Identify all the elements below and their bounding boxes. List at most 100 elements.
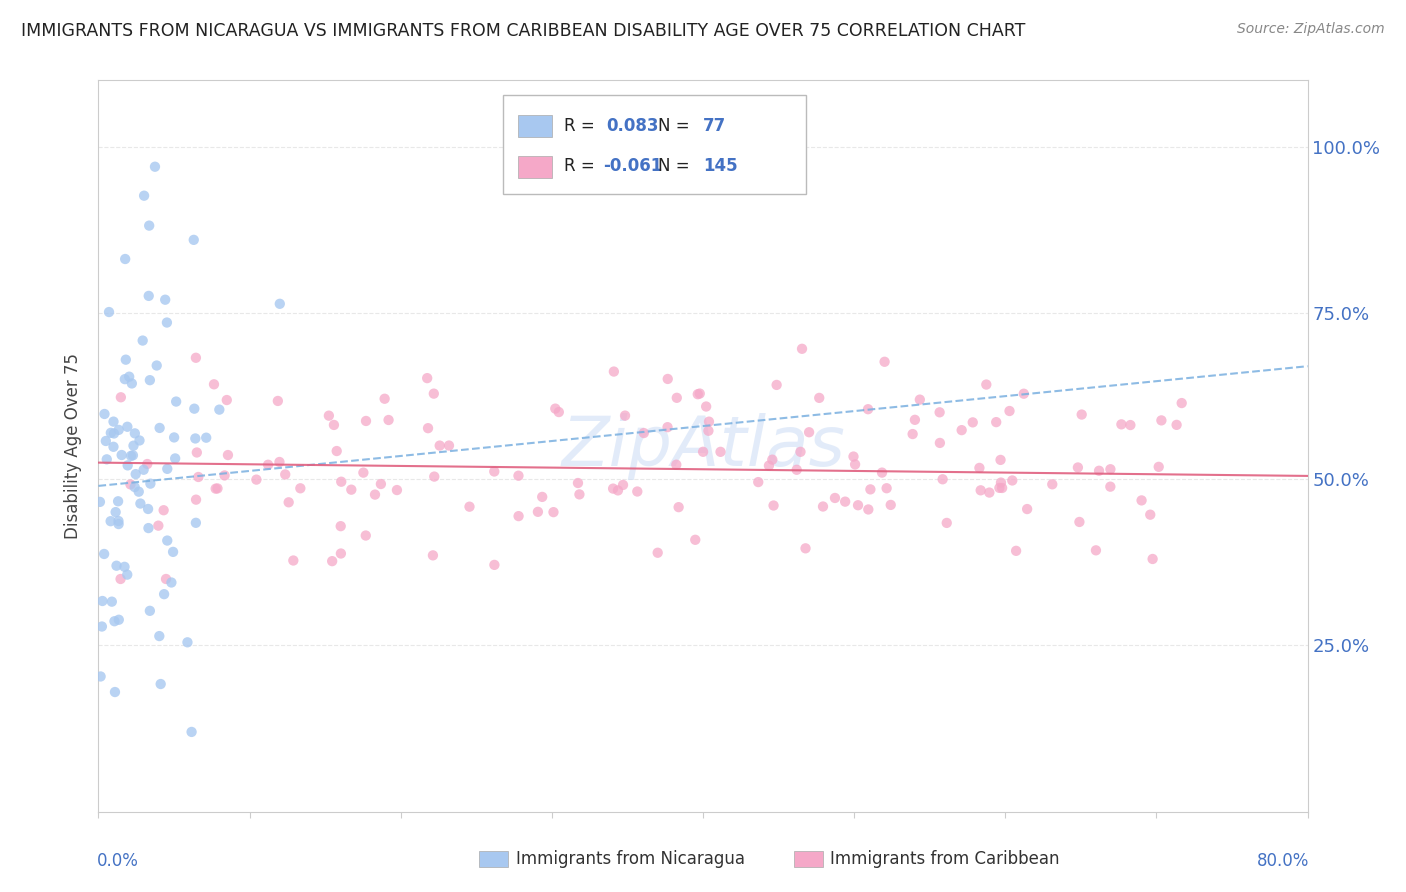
Text: 0.083: 0.083 [606, 117, 659, 135]
Point [986, 415, 1008, 429]
Point [207, 482, 229, 496]
Point [107, 613, 129, 627]
Text: R =: R = [564, 157, 600, 175]
Point [163, 430, 186, 444]
Point [321, 554, 343, 568]
Point [124, 426, 146, 441]
Text: N =: N = [658, 117, 695, 135]
Point [873, 355, 896, 369]
Point [202, 377, 225, 392]
Point [107, 517, 129, 532]
Point [547, 405, 569, 419]
Point [165, 451, 187, 466]
Point [834, 494, 856, 508]
Point [184, 351, 207, 365]
Point [1069, 515, 1091, 529]
Point [1070, 408, 1092, 422]
Point [603, 365, 626, 379]
Point [988, 481, 1011, 495]
Text: IMMIGRANTS FROM NICARAGUA VS IMMIGRANTS FROM CARIBBEAN DISABILITY AGE OVER 75 CO: IMMIGRANTS FROM NICARAGUA VS IMMIGRANTS … [21, 22, 1025, 40]
Point [118, 369, 141, 384]
Point [100, 514, 122, 528]
Point [1084, 543, 1107, 558]
Point [1099, 462, 1122, 476]
Point [626, 484, 648, 499]
Point [765, 378, 787, 392]
Point [139, 373, 162, 387]
Point [665, 458, 688, 472]
Point [214, 468, 236, 483]
Point [1142, 552, 1164, 566]
Point [208, 402, 231, 417]
Point [96, 452, 118, 467]
Point [568, 487, 591, 501]
Point [217, 448, 239, 462]
Point [1005, 544, 1028, 558]
Point [153, 293, 176, 307]
Point [458, 500, 481, 514]
Point [484, 465, 506, 479]
Point [104, 505, 127, 519]
Point [1111, 417, 1133, 432]
Point [143, 160, 166, 174]
FancyBboxPatch shape [503, 95, 806, 194]
Point [136, 457, 159, 471]
Point [100, 425, 122, 440]
Point [385, 483, 408, 497]
Point [184, 492, 207, 507]
Point [429, 439, 451, 453]
Point [274, 467, 297, 482]
FancyBboxPatch shape [479, 851, 509, 867]
Point [904, 413, 927, 427]
Point [531, 490, 554, 504]
Text: 145: 145 [703, 157, 738, 175]
Point [122, 448, 145, 462]
Point [107, 423, 129, 437]
Point [114, 252, 136, 266]
Point [145, 359, 167, 373]
Point [614, 409, 637, 423]
Point [422, 549, 444, 563]
Point [794, 541, 817, 556]
Point [657, 420, 679, 434]
Point [668, 500, 690, 515]
Point [647, 546, 669, 560]
Point [374, 392, 396, 406]
Point [93, 407, 115, 421]
Point [969, 461, 991, 475]
Point [257, 458, 280, 472]
Point [132, 188, 155, 202]
Text: 77: 77 [703, 117, 727, 135]
Point [612, 478, 634, 492]
Point [697, 415, 720, 429]
Point [269, 297, 291, 311]
Point [786, 463, 808, 477]
Point [416, 421, 439, 435]
Point [110, 572, 132, 586]
Point [1067, 460, 1090, 475]
Point [790, 342, 813, 356]
Point [103, 440, 125, 454]
Point [1147, 459, 1170, 474]
Point [695, 400, 717, 414]
Point [136, 502, 159, 516]
Point [377, 413, 399, 427]
Point [103, 614, 125, 628]
Point [665, 391, 688, 405]
Point [1139, 508, 1161, 522]
Point [98, 305, 121, 319]
Point [858, 502, 880, 516]
Point [90, 619, 112, 633]
Point [370, 477, 392, 491]
Point [215, 392, 238, 407]
Point [606, 483, 628, 498]
Point [1150, 413, 1173, 427]
Point [187, 470, 209, 484]
Text: -0.061: -0.061 [603, 157, 662, 175]
Point [90, 669, 112, 683]
Point [901, 427, 924, 442]
Point [1099, 480, 1122, 494]
Point [91, 594, 114, 608]
Point [183, 233, 205, 247]
Text: R =: R = [564, 117, 600, 135]
